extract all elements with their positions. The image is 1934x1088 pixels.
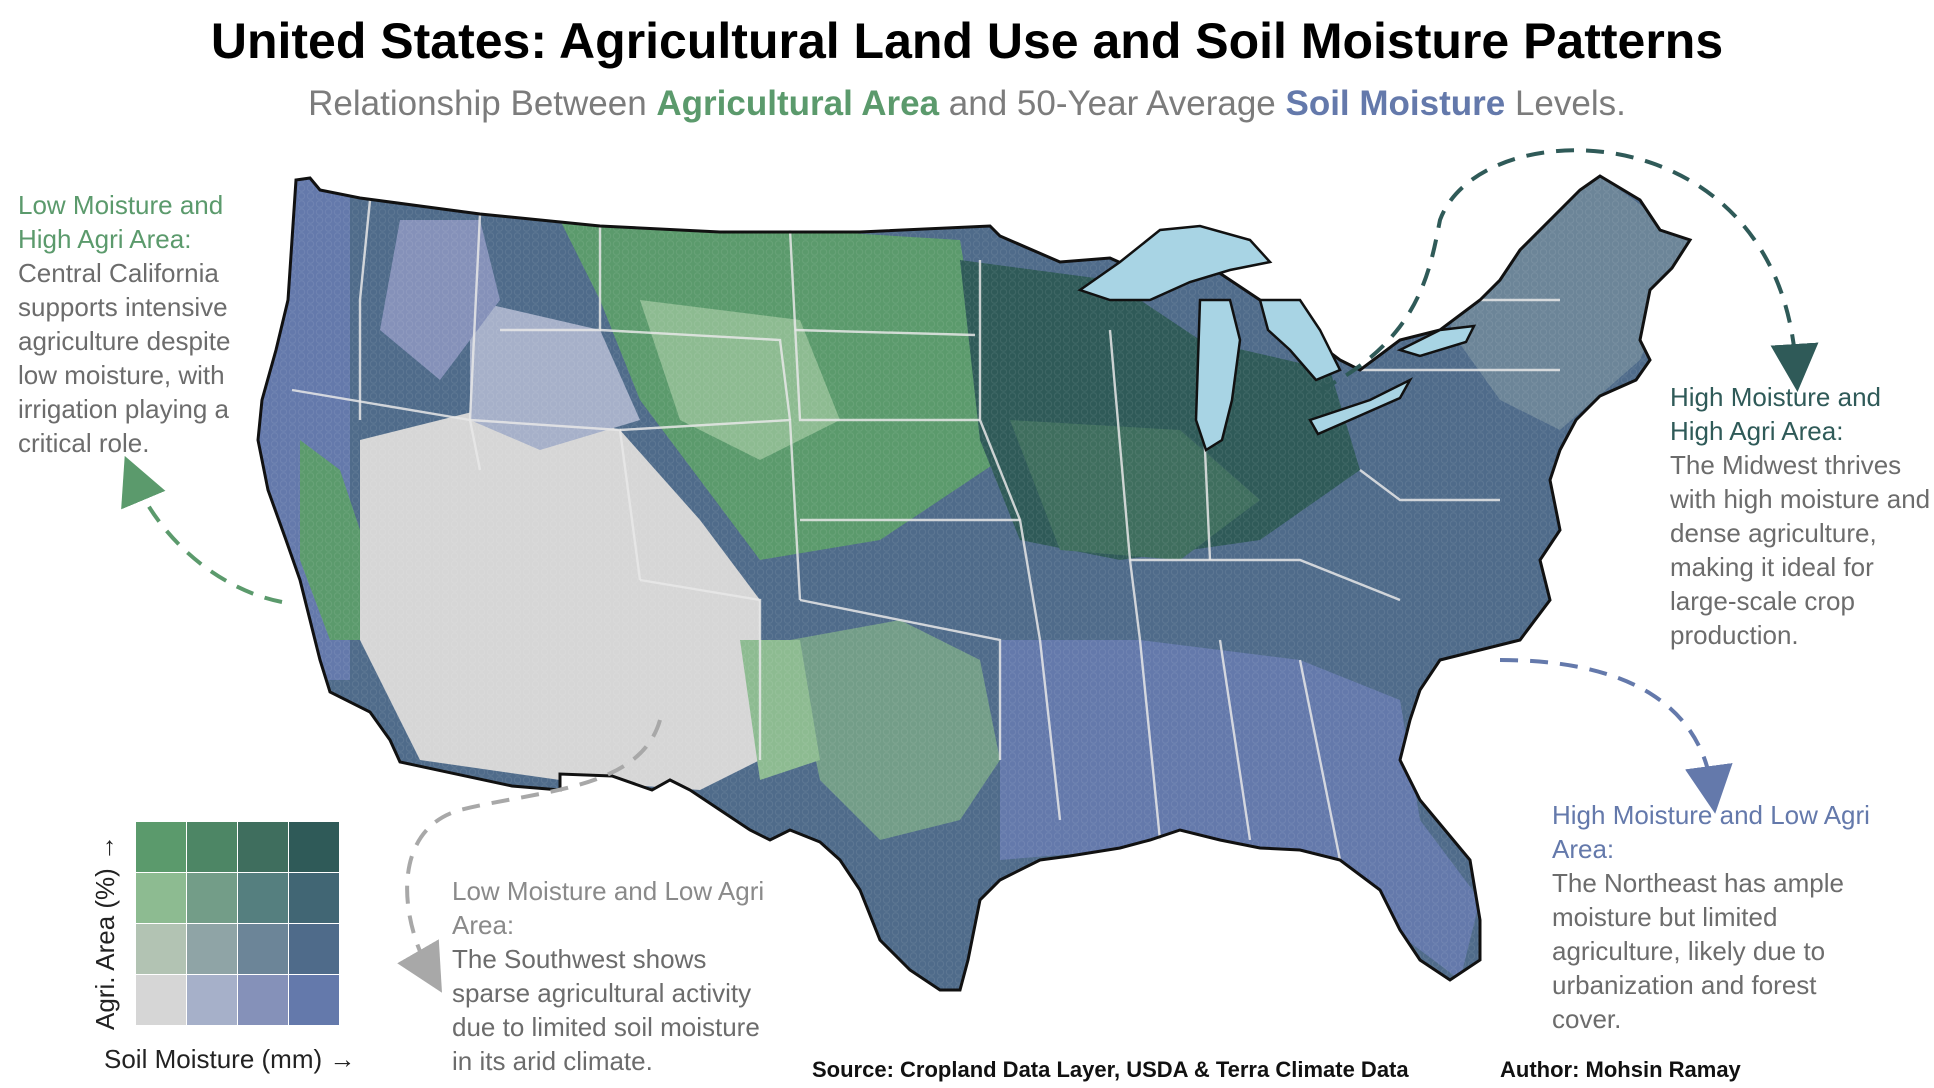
- annotation-southwest-body: The Southwest shows sparse agricultural …: [452, 944, 760, 1076]
- legend-cell-agri3-moist2: [238, 822, 288, 872]
- southwest-arrow: [397, 719, 662, 993]
- source-credit: Source: Cropland Data Layer, USDA & Terr…: [812, 1057, 1409, 1082]
- legend-cell-agri3-moist3: [289, 822, 339, 872]
- state-borders: [291, 199, 1560, 861]
- annotation-midwest-body: The Midwest thrives with high moisture a…: [1670, 450, 1931, 650]
- annotation-california: Low Moisture and High Agri Area: Central…: [18, 188, 258, 460]
- legend-cell-agri1-moist1: [187, 924, 237, 974]
- legend-cell-agri1-moist2: [238, 924, 288, 974]
- subtitle-agri-term: Agricultural Area: [656, 84, 940, 123]
- map-title: United States: Agricultural Land Use and…: [210, 13, 1724, 69]
- legend-cell-agri2-moist0: [136, 873, 186, 923]
- annotation-california-body: Central California supports intensive ag…: [18, 258, 231, 458]
- legend-cell-agri2-moist3: [289, 873, 339, 923]
- legend-cell-agri0-moist3: [289, 975, 339, 1025]
- lake-superior: [1077, 224, 1273, 302]
- annotation-midwest-heading: High Moisture and High Agri Area:: [1670, 382, 1881, 446]
- legend-cell-agri2-moist2: [238, 873, 288, 923]
- legend-cell-agri3-moist1: [187, 822, 237, 872]
- legend-cell-agri2-moist1: [187, 873, 237, 923]
- lake-erie: [1308, 377, 1414, 436]
- lake-huron: [1258, 298, 1342, 382]
- subtitle-post: Levels.: [1505, 84, 1626, 123]
- map-subtitle: Relationship Between Agricultural Area a…: [0, 84, 1934, 124]
- california-arrow: [121, 455, 283, 604]
- legend-cell-agri1-moist0: [136, 924, 186, 974]
- lake-michigan: [1194, 298, 1242, 452]
- lake-ontario: [1396, 324, 1477, 358]
- author-credit: Author: Mohsin Ramay: [1500, 1057, 1741, 1082]
- legend-cell-agri3-moist0: [136, 822, 186, 872]
- subtitle-mid: and 50-Year Average: [939, 84, 1286, 123]
- legend-y-label: Agri. Area (%) →: [90, 834, 120, 1030]
- legend-cell-agri0-moist0: [136, 975, 186, 1025]
- bivariate-legend: [136, 822, 339, 1025]
- annotation-northeast-heading: High Moisture and Low Agri Area:: [1552, 800, 1870, 864]
- subtitle-pre: Relationship Between: [308, 84, 657, 123]
- annotation-california-heading: Low Moisture and High Agri Area:: [18, 190, 224, 254]
- annotation-southwest-heading: Low Moisture and Low Agri Area:: [452, 876, 765, 940]
- legend-cell-agri0-moist2: [238, 975, 288, 1025]
- legend-cell-agri1-moist3: [289, 924, 339, 974]
- northeast-arrow: [1499, 658, 1733, 814]
- great-lakes: [1077, 224, 1477, 452]
- legend-x-label: Soil Moisture (mm) →: [104, 1044, 356, 1074]
- annotation-midwest: High Moisture and High Agri Area: The Mi…: [1670, 380, 1932, 652]
- annotation-northeast: High Moisture and Low Agri Area: The Nor…: [1552, 798, 1882, 1036]
- midwest-arrow: [1319, 148, 1819, 392]
- subtitle-moisture-term: Soil Moisture: [1285, 84, 1506, 123]
- annotation-northeast-body: The Northeast has ample moisture but lim…: [1552, 868, 1844, 1034]
- legend-cell-agri0-moist1: [187, 975, 237, 1025]
- annotation-southwest: Low Moisture and Low Agri Area: The Sout…: [452, 874, 782, 1078]
